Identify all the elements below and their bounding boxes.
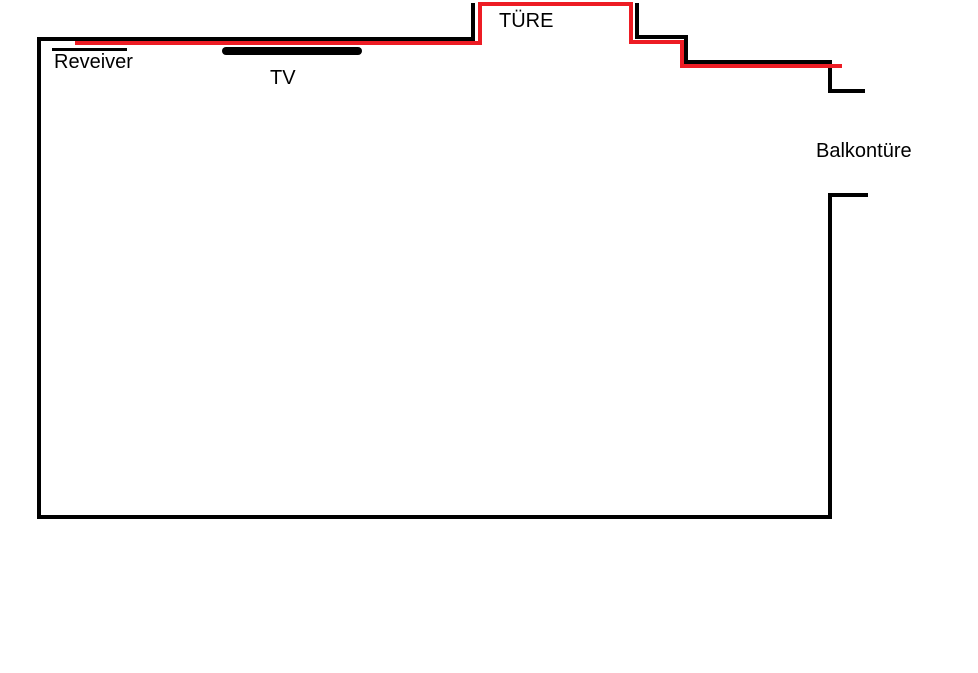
balcony-lower-jamb xyxy=(828,193,868,197)
label-reveiver: Reveiver xyxy=(54,51,133,73)
left-wall xyxy=(37,37,41,519)
cable-left-run xyxy=(75,41,482,45)
cable-right-run xyxy=(680,64,842,68)
tv-bar xyxy=(222,47,362,55)
cable-door-top xyxy=(478,2,633,6)
door-step-top xyxy=(635,35,688,39)
cable-step-down xyxy=(680,40,684,68)
right-wall-upper xyxy=(828,60,832,93)
cable-door-down xyxy=(629,2,633,44)
label-ture: TÜRE xyxy=(499,10,554,32)
label-tv: TV xyxy=(270,67,296,89)
door-right-jamb xyxy=(635,3,639,39)
upper-right-wall xyxy=(684,60,832,64)
right-wall-lower xyxy=(828,193,832,519)
balcony-upper-jamb xyxy=(828,89,865,93)
door-left-jamb xyxy=(471,3,475,41)
bottom-wall xyxy=(37,515,832,519)
cable-mid-run xyxy=(629,40,684,44)
top-wall xyxy=(37,37,473,41)
receiver-line xyxy=(52,48,127,51)
door-step-down xyxy=(684,35,688,63)
cable-door-up xyxy=(478,2,482,45)
label-balkontuere: Balkontüre xyxy=(816,140,912,162)
